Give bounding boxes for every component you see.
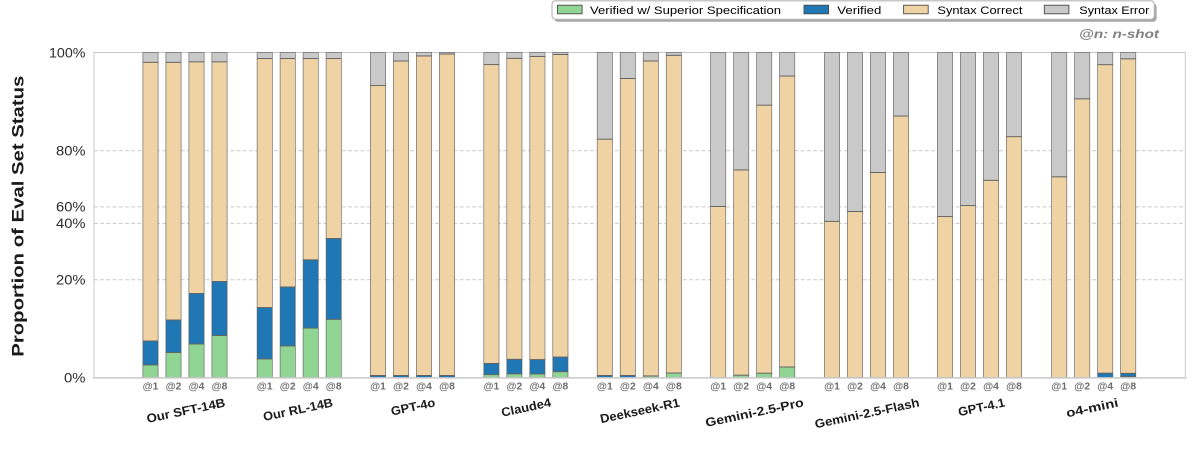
svg-text:@2: @2 — [960, 382, 976, 393]
svg-text:@1: @1 — [710, 382, 726, 393]
svg-text:@4: @4 — [530, 382, 546, 393]
svg-text:Syntax Correct: Syntax Correct — [937, 5, 1022, 17]
svg-text:@8: @8 — [779, 382, 795, 393]
svg-text:@1: @1 — [484, 382, 500, 393]
svg-text:@2: @2 — [733, 382, 749, 393]
svg-text:@8: @8 — [666, 382, 682, 393]
svg-text:@2: @2 — [280, 382, 296, 393]
svg-text:@4: @4 — [756, 382, 772, 393]
svg-text:@4: @4 — [870, 382, 886, 393]
svg-text:20%: 20% — [56, 273, 86, 288]
svg-text:@8: @8 — [212, 382, 228, 393]
svg-text:@1: @1 — [257, 382, 273, 393]
svg-text:@4: @4 — [303, 382, 319, 393]
svg-text:@4: @4 — [643, 382, 659, 393]
svg-text:@2: @2 — [507, 382, 523, 393]
svg-text:@1: @1 — [824, 382, 840, 393]
svg-text:@1: @1 — [1051, 382, 1067, 393]
svg-text:@2: @2 — [1074, 382, 1090, 393]
svg-text:@8: @8 — [553, 382, 569, 393]
svg-text:Proportion of Eval Set Status: Proportion of Eval Set Status — [10, 76, 28, 357]
svg-text:@4: @4 — [1097, 382, 1113, 393]
svg-text:60%: 60% — [56, 200, 86, 215]
svg-text:40%: 40% — [56, 216, 86, 231]
svg-text:@8: @8 — [1120, 382, 1136, 393]
svg-text:@8: @8 — [439, 382, 455, 393]
svg-text:@4: @4 — [189, 382, 205, 393]
svg-text:@2: @2 — [620, 382, 636, 393]
svg-text:@2: @2 — [847, 382, 863, 393]
svg-text:@1: @1 — [370, 382, 386, 393]
svg-text:@4: @4 — [983, 382, 999, 393]
svg-text:Verified w/ Superior Specifica: Verified w/ Superior Specification — [590, 5, 781, 17]
svg-text:@8: @8 — [326, 382, 342, 393]
svg-text:@1: @1 — [143, 382, 159, 393]
svg-text:Syntax Error: Syntax Error — [1079, 5, 1149, 17]
svg-text:@8: @8 — [893, 382, 909, 393]
svg-text:Verified: Verified — [837, 5, 881, 17]
svg-text:@n: n-shot: @n: n-shot — [1079, 27, 1160, 41]
svg-text:80%: 80% — [56, 144, 86, 159]
svg-text:@4: @4 — [416, 382, 432, 393]
svg-text:100%: 100% — [49, 46, 86, 61]
svg-text:0%: 0% — [64, 370, 86, 385]
svg-text:@1: @1 — [597, 382, 613, 393]
svg-text:@1: @1 — [937, 382, 953, 393]
svg-text:@8: @8 — [1006, 382, 1022, 393]
svg-text:@2: @2 — [166, 382, 182, 393]
svg-text:@2: @2 — [393, 382, 409, 393]
